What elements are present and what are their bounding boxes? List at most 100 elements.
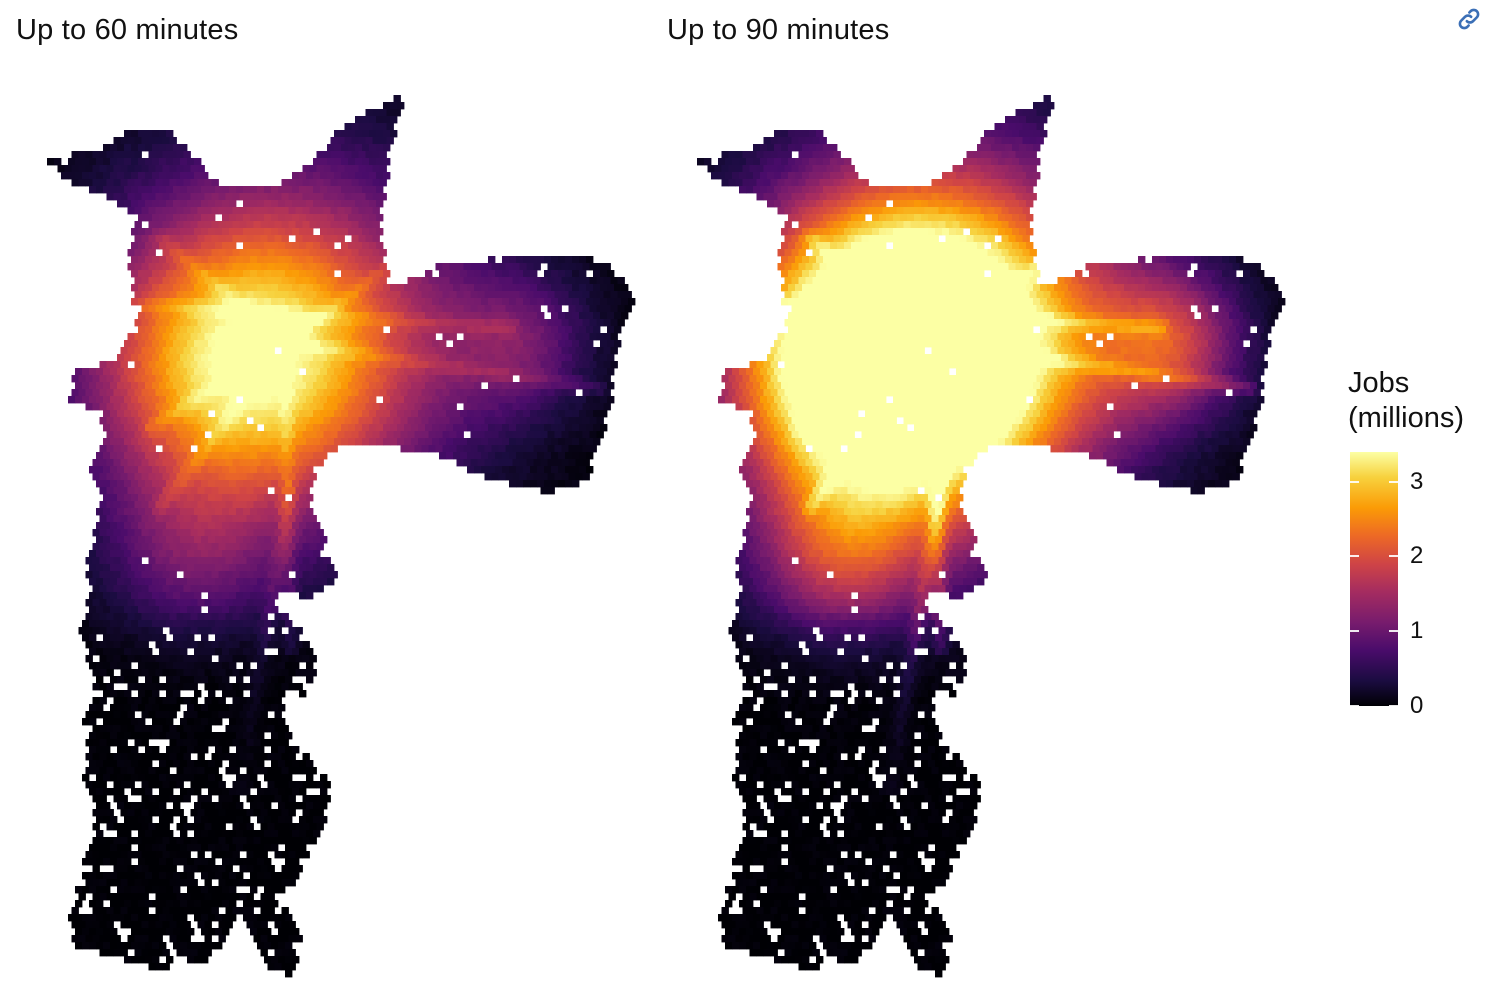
map-60-hex-cell (211, 193, 219, 201)
map-60-hex-cell (463, 333, 471, 341)
map-60-hex-cell (579, 452, 587, 460)
map-60-hex-cell (323, 445, 331, 453)
map-60-hex-cell (155, 291, 163, 299)
map-60-hex-cell (162, 319, 170, 327)
map-60-hex-cell (176, 515, 184, 523)
map-60-hex-cell (166, 256, 174, 264)
map-60-hex-cell (579, 396, 587, 404)
map-60-hex-cell (166, 508, 174, 516)
map-60-hex-cell (460, 452, 468, 460)
map-60-hex-cell (211, 249, 219, 257)
map-90-hex-cell (973, 151, 981, 159)
map-60-hex-cell (299, 256, 307, 264)
map-60-hex-cell (106, 921, 114, 929)
map-60-hex-cell (148, 683, 156, 691)
map-60-hex-cell (232, 543, 240, 551)
map-60-hex-cell (134, 543, 142, 551)
map-60-hex-cell (155, 389, 163, 397)
map-60-hex-cell (197, 319, 205, 327)
accessibility-map-90-minutes (697, 95, 1286, 978)
map-60-hex-cell (222, 676, 230, 684)
map-90-hex-cell (809, 144, 817, 152)
map-60-hex-cell (99, 837, 107, 845)
map-60-hex-cell (204, 389, 212, 397)
map-60-hex-cell (512, 459, 520, 467)
map-60-hex-cell (208, 788, 216, 796)
map-60-hex-cell (106, 431, 114, 439)
map-60-hex-cell (288, 781, 296, 789)
map-60-hex-cell (603, 375, 611, 383)
map-60-hex-cell (278, 872, 286, 880)
map-60-hex-cell (92, 585, 100, 593)
map-60-hex-cell (257, 620, 265, 628)
map-60-hex-cell (411, 424, 419, 432)
map-90-hex-cell (994, 151, 1002, 159)
map-60-hex-cell (516, 396, 524, 404)
map-60-hex-cell (593, 382, 601, 390)
map-60-hex-cell (491, 375, 499, 383)
map-60-hex-cell (138, 620, 146, 628)
map-60-hex-cell (131, 606, 139, 614)
map-60-hex-cell (309, 165, 317, 173)
map-60-hex-cell (120, 515, 128, 523)
map-90-hex-cell (1005, 158, 1013, 166)
map-60-hex-cell (173, 144, 181, 152)
map-60-hex-cell (89, 396, 97, 404)
map-60-hex-cell (579, 312, 587, 320)
map-60-hex-cell (183, 529, 191, 537)
map-60-hex-cell (260, 235, 268, 243)
map-60-hex-cell (271, 914, 279, 922)
map-60-hex-cell (138, 718, 146, 726)
map-60-hex-cell (267, 697, 275, 705)
map-60-hex-cell (274, 319, 282, 327)
map-60-hex-cell (257, 242, 265, 250)
map-60-hex-cell (134, 207, 142, 215)
map-60-hex-cell (334, 158, 342, 166)
map-60-hex-cell (285, 914, 293, 922)
map-60-hex-cell (582, 431, 590, 439)
map-60-hex-cell (260, 949, 268, 957)
map-60-hex-cell (327, 242, 335, 250)
map-60-hex-cell (355, 396, 363, 404)
map-60-hex-cell (281, 641, 289, 649)
map-60-hex-cell (103, 746, 111, 754)
map-60-hex-cell (369, 382, 377, 390)
map-60-hex-cell (327, 270, 335, 278)
map-60-hex-cell (92, 557, 100, 565)
map-60-hex-cell (215, 550, 223, 558)
map-60-hex-cell (253, 655, 261, 663)
map-60-hex-cell (281, 837, 289, 845)
map-60-hex-cell (145, 592, 153, 600)
map-60-hex-cell (204, 277, 212, 285)
map-60-hex-cell (267, 347, 275, 355)
map-60-hex-cell (232, 893, 240, 901)
map-60-hex-cell (113, 543, 121, 551)
map-60-hex-cell (110, 816, 118, 824)
map-60-hex-cell (92, 599, 100, 607)
map-60-hex-cell (439, 410, 447, 418)
map-60-hex-cell (225, 739, 233, 747)
map-60-hex-cell (288, 683, 296, 691)
map-60-hex-cell (582, 305, 590, 313)
map-60-hex-cell (253, 389, 261, 397)
map-60-hex-cell (330, 151, 338, 159)
map-60-hex-cell (449, 361, 457, 369)
map-60-hex-cell (225, 893, 233, 901)
map-60-hex-cell (183, 613, 191, 621)
map-60-hex-cell (229, 270, 237, 278)
map-60-hex-cell (211, 263, 219, 271)
link-icon[interactable] (1456, 6, 1482, 32)
map-60-hex-cell (299, 452, 307, 460)
map-60-hex-cell (544, 340, 552, 348)
map-60-hex-cell (257, 186, 265, 194)
map-60-hex-cell (278, 634, 286, 642)
map-60-hex-cell (404, 284, 412, 292)
map-90-hex-cell (812, 193, 820, 201)
map-60-hex-cell (330, 445, 338, 453)
map-60-hex-cell (243, 242, 251, 250)
map-60-hex-cell (460, 382, 468, 390)
map-60-hex-cell (327, 256, 335, 264)
map-60-hex-cell (323, 165, 331, 173)
map-60-hex-cell (169, 431, 177, 439)
map-60-hex-cell (169, 333, 177, 341)
